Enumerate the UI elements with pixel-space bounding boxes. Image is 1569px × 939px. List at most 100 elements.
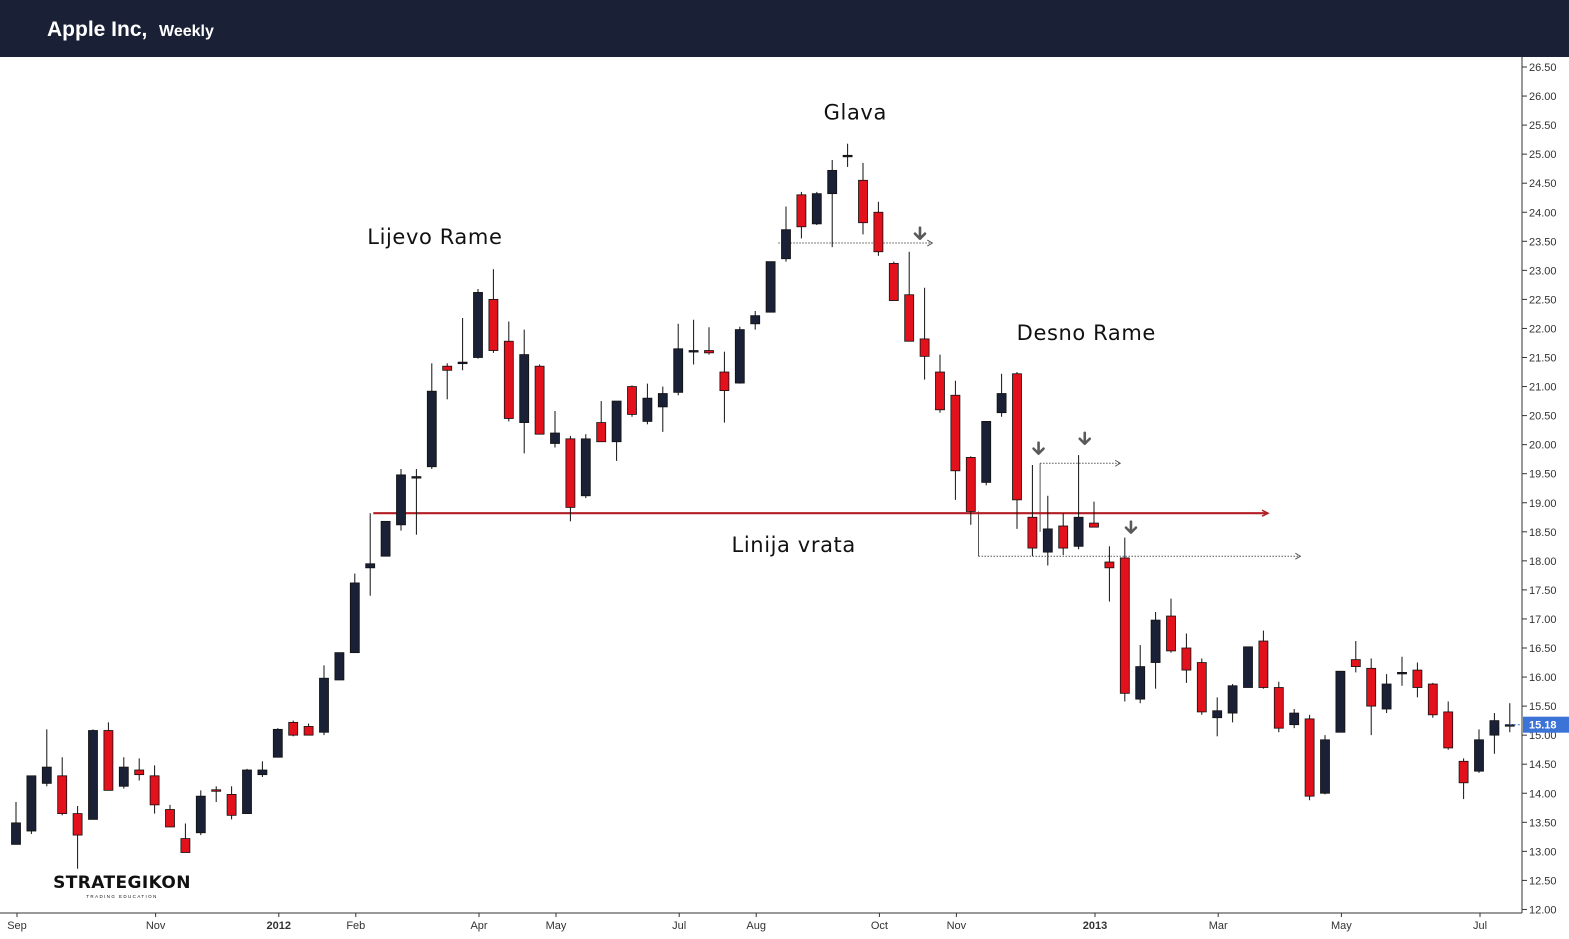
candle [319, 665, 329, 736]
candle [1212, 697, 1223, 737]
candle [765, 261, 776, 313]
symbol-title[interactable]: Apple Inc, [47, 18, 148, 41]
candle [1150, 611, 1161, 689]
candle-body [319, 677, 329, 733]
candle [1504, 703, 1515, 733]
candle [796, 191, 807, 239]
candle-body [457, 361, 468, 365]
candle-body [1212, 710, 1223, 719]
price-tick-label: 24.00 [1529, 207, 1557, 219]
price-tick-label: 17.50 [1529, 585, 1557, 597]
candle [1135, 645, 1146, 704]
price-tick-label: 19.00 [1529, 498, 1557, 510]
candle-body [888, 262, 899, 301]
price-chart[interactable]: 12.00 12.50 13.00 13.50 14.00 14.50 15.00 15.50… [0, 57, 1569, 939]
candle-body [1258, 640, 1269, 688]
candle [1474, 729, 1484, 773]
candle [996, 373, 1007, 417]
candle [1289, 709, 1300, 729]
time-axis: Sep Nov 2012 Feb Apr May Jul Aug Oct Nov 2013 Mar Ma… [0, 912, 1522, 932]
candle [1350, 641, 1361, 673]
candle-body [1427, 683, 1438, 716]
candle [149, 765, 160, 814]
candle [41, 729, 52, 787]
candle-body [965, 457, 976, 512]
price-tick-label: 12.50 [1529, 875, 1557, 887]
interval-label[interactable]: Weekly [159, 23, 214, 40]
down-arrow-head [913, 232, 927, 240]
candle [534, 364, 545, 435]
brand-tagline: TRADING EDUCATION [86, 894, 158, 899]
candle-body [503, 340, 514, 419]
candle [565, 435, 576, 522]
candle [811, 191, 822, 226]
candle [226, 786, 237, 820]
candle-body [272, 728, 283, 758]
candle [118, 757, 129, 789]
candle [781, 206, 791, 262]
price-tick-label: 12.00 [1529, 904, 1557, 916]
candle-body [1273, 687, 1284, 729]
candle-body [981, 421, 992, 483]
candle-body [1412, 669, 1423, 688]
candle-body [257, 769, 268, 776]
candle [1027, 464, 1038, 557]
pattern-label: Linija vrata [732, 533, 856, 557]
candle [396, 469, 406, 531]
time-tick-label: Mar [1209, 920, 1228, 932]
candle [580, 434, 591, 499]
candle-body [1289, 712, 1300, 726]
pattern-label: Desno Rame [1017, 321, 1156, 345]
price-tick-label: 22.50 [1529, 294, 1557, 306]
candle-body [534, 365, 545, 435]
candle-body [904, 294, 915, 342]
price-tick-label: 14.00 [1529, 788, 1557, 800]
price-tick-label: 25.00 [1529, 149, 1557, 161]
candle-body [781, 229, 791, 260]
candle [72, 806, 83, 869]
candle [473, 288, 483, 359]
brand-name: STRATEGIKON [53, 873, 191, 893]
candle [688, 319, 699, 365]
price-tick-label: 16.00 [1529, 672, 1557, 684]
candle [873, 201, 884, 256]
candle [519, 329, 530, 454]
price-tick-label: 15.50 [1529, 701, 1557, 713]
candle [134, 758, 145, 781]
candle-body [134, 769, 145, 776]
candle-body [996, 393, 1007, 414]
candle-body [1489, 720, 1500, 736]
candle-body [1166, 615, 1176, 652]
candle [1304, 714, 1315, 801]
candle [1397, 656, 1407, 686]
candle [673, 323, 684, 396]
candle [288, 720, 299, 737]
dotted-level-arrowhead [1114, 459, 1122, 467]
candle-body [211, 789, 222, 792]
price-tick-label: 15.00 [1529, 730, 1557, 742]
candle-body [288, 721, 299, 736]
candle-body [842, 154, 853, 158]
candle [657, 386, 668, 432]
candle-body [919, 338, 930, 357]
candle-body [1119, 557, 1130, 694]
candle [365, 513, 376, 596]
candle-body [935, 371, 945, 411]
time-tick-label: Feb [346, 920, 365, 932]
candle [719, 351, 730, 423]
candle-body [596, 422, 607, 443]
candle-body [827, 170, 838, 195]
down-arrow-head [1032, 447, 1045, 455]
candle-body [195, 795, 206, 834]
candle-body [811, 193, 822, 225]
last-price-box [1523, 716, 1569, 733]
time-tick-label: May [546, 920, 567, 932]
candle-body [242, 769, 252, 814]
candle [642, 383, 653, 425]
time-tick-label: Nov [146, 920, 166, 932]
price-tick-label: 19.50 [1529, 469, 1557, 481]
candle [1073, 455, 1084, 550]
candle-body [1104, 561, 1115, 569]
price-tick-label: 17.00 [1529, 614, 1557, 626]
price-tick-label: 20.00 [1529, 440, 1557, 452]
